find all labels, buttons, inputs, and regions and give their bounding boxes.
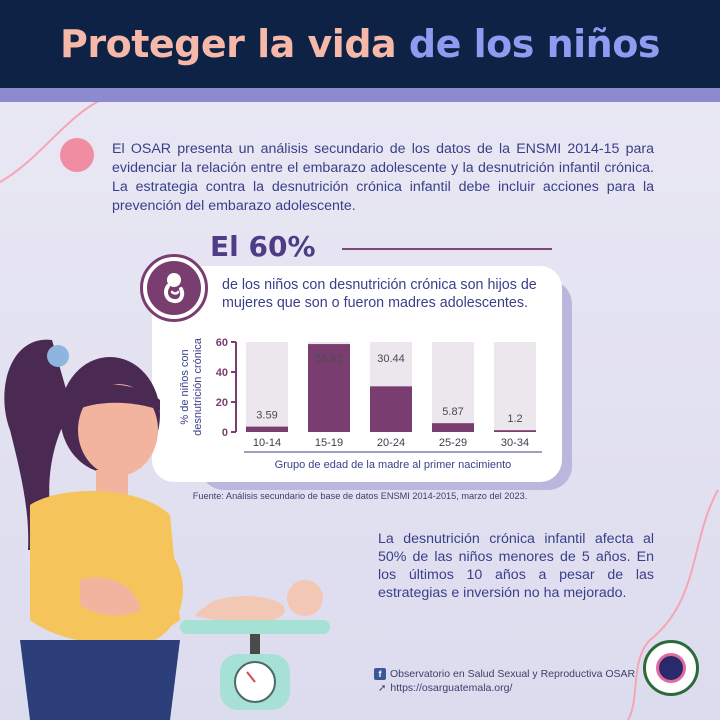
page-title: Proteger la vida de los niños (60, 22, 660, 66)
bar-track-4 (494, 342, 536, 432)
source-note: Fuente: Análisis secundario de base de d… (192, 491, 528, 501)
illustration-baby-scale (180, 580, 330, 710)
info-paragraph: La desnutrición crónica infantil afecta … (378, 531, 654, 601)
category-label-4: 30-34 (501, 437, 529, 449)
bar-chart: % de niños con desnutrición crónica 0 20 40 6… (179, 337, 542, 471)
y-tick-label-1: 20 (216, 397, 228, 409)
y-tick-label-0: 0 (222, 427, 228, 439)
bar-track-0 (246, 342, 288, 432)
website-label: https://osarguatemala.org/ (390, 682, 513, 694)
bar-3 (432, 423, 474, 432)
osar-logo-center (656, 653, 686, 683)
highlight-text: de los niños con desnutrición crónica so… (222, 277, 537, 311)
decorative-dot (60, 138, 94, 172)
footer-facebook[interactable]: f Observatorio en Salud Sexual y Reprodu… (374, 668, 635, 680)
category-label-1: 15-19 (315, 437, 343, 449)
data-label-0: 3.59 (256, 410, 277, 422)
data-label-3: 5.87 (442, 406, 463, 418)
title-part-1: Proteger la vida (60, 22, 397, 66)
x-axis-label: Grupo de edad de la madre al primer naci… (275, 459, 512, 471)
y-tick-label-3: 60 (216, 337, 228, 349)
title-part-2: de los niños (408, 22, 661, 66)
chart-card (152, 266, 562, 482)
bar-track-3 (432, 342, 474, 432)
footer-website[interactable]: ➚ https://osarguatemala.org/ (378, 682, 512, 694)
intro-paragraph: El OSAR presenta un análisis secundario … (112, 141, 654, 214)
category-label-3: 25-29 (439, 437, 467, 449)
facebook-icon: f (374, 668, 386, 680)
facebook-label: Observatorio en Salud Sexual y Reproduct… (390, 668, 636, 680)
header-band (0, 88, 720, 102)
highlight-percent: El 60% (210, 230, 316, 263)
category-label-2: 20-24 (377, 437, 405, 449)
header-banner: Proteger la vida de los niños (0, 0, 720, 88)
data-label-4: 1.2 (507, 413, 522, 425)
data-label-1: 58.62 (315, 353, 343, 365)
y-tick-label-2: 40 (216, 367, 228, 379)
illustration-pregnant-woman (4, 339, 183, 720)
data-label-2: 30.44 (377, 353, 405, 365)
bar-4 (494, 430, 536, 432)
osar-logo (643, 640, 699, 696)
y-axis-label-line-1: % de niños con (179, 349, 191, 424)
fetus-icon-badge (140, 254, 208, 322)
y-axis-label-line-2: desnutrición crónica (192, 337, 204, 436)
bar-0 (246, 426, 288, 432)
link-arrow-icon: ➚ (378, 682, 387, 694)
highlight-underline (342, 248, 552, 250)
bar-2 (370, 386, 412, 432)
category-label-0: 10-14 (253, 437, 281, 449)
fetus-icon (164, 273, 185, 304)
bar-1 (308, 344, 350, 432)
